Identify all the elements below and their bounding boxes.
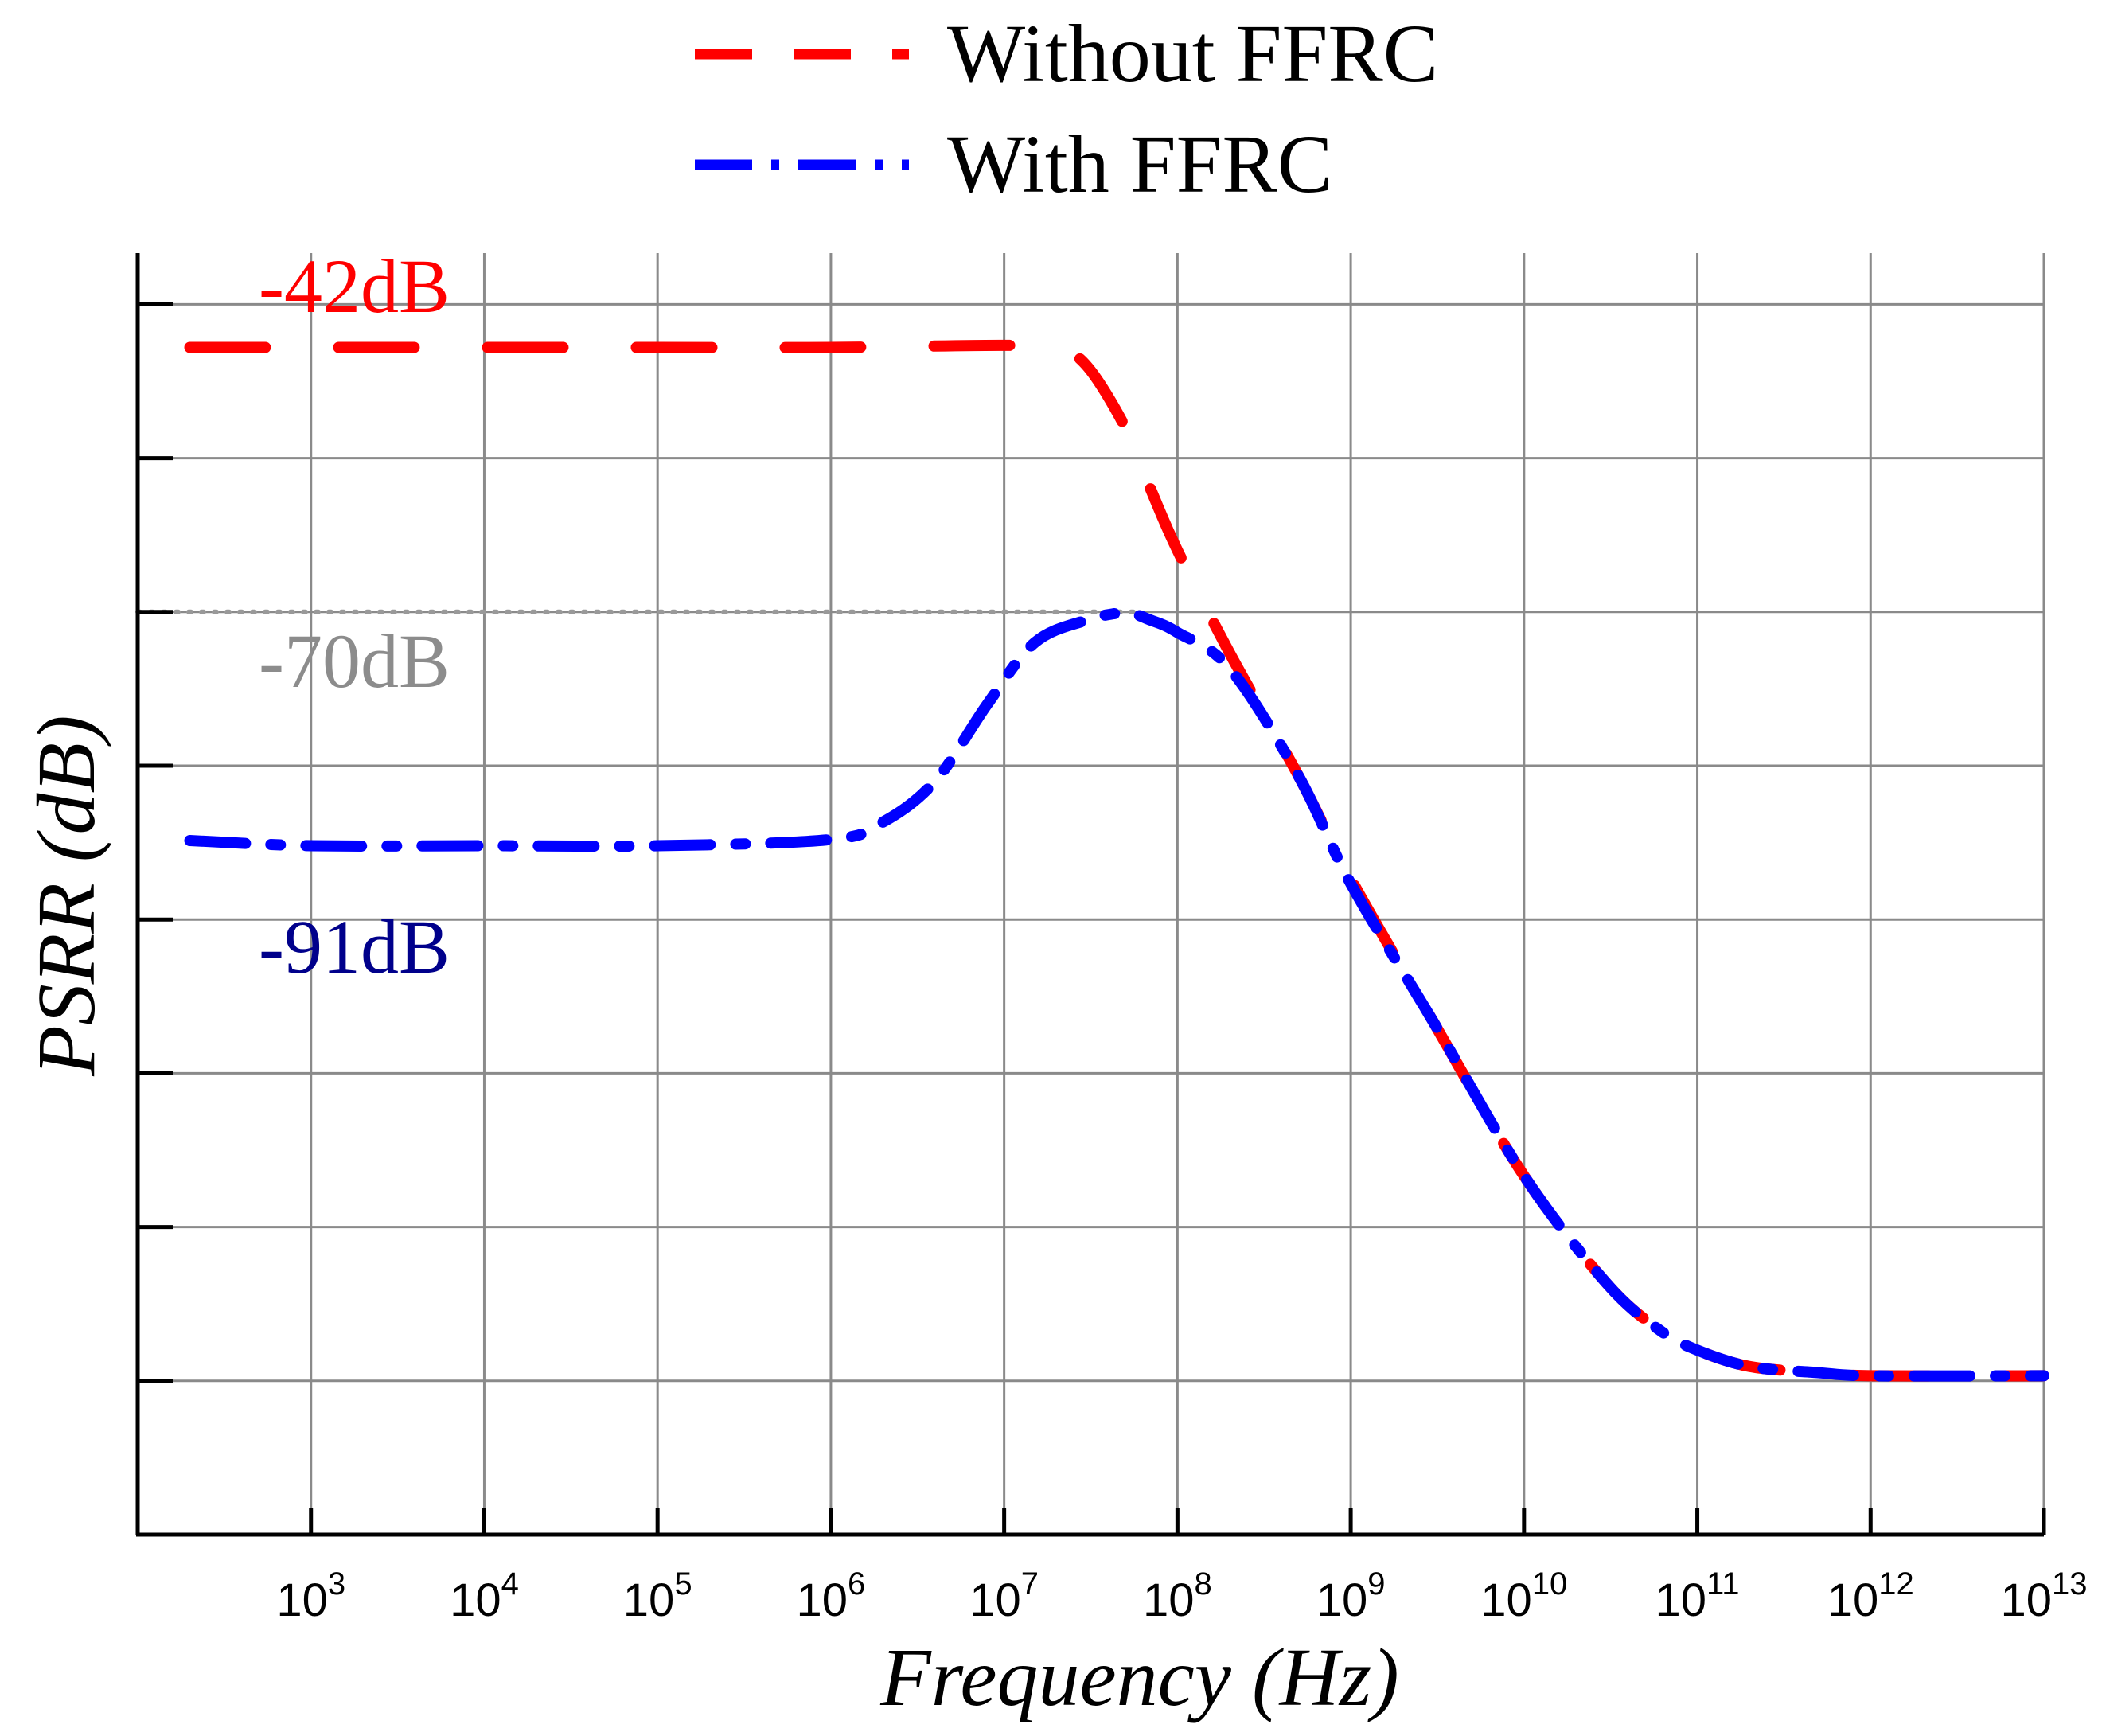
x-tick-label: 108 — [1143, 1566, 1212, 1626]
legend: Without FFRC With FFRC — [695, 8, 1438, 210]
x-tick-label: 107 — [969, 1566, 1039, 1626]
x-tick-label: 1010 — [1480, 1566, 1567, 1626]
series-line-without-ffrc — [184, 339, 2049, 1382]
x-tick-label: 105 — [623, 1566, 692, 1626]
grid — [138, 253, 2045, 1535]
x-tick-label: 109 — [1316, 1566, 1386, 1626]
y-axis-label: PSRR (dB) — [21, 715, 112, 1076]
axes — [135, 253, 2046, 1537]
series-line-with-ffrc — [184, 607, 2049, 1382]
x-axis-label: Frequency (Hz) — [879, 1632, 1399, 1723]
series-layer — [184, 339, 2049, 1382]
annotation-label: -42dB — [259, 244, 450, 329]
x-tick-label: 106 — [797, 1566, 866, 1626]
annotations: -42dB -70dB -91dB — [259, 244, 450, 989]
x-tick-labels: 103 104 105 106 107 108 109 1010 1011 1012 1013 — [276, 1566, 2087, 1626]
legend-label: Without FFRC — [947, 8, 1438, 99]
annotation-label: -91dB — [259, 904, 450, 989]
x-tick-label: 1012 — [1827, 1566, 1914, 1626]
legend-label: With FFRC — [947, 119, 1332, 210]
x-tick-label: 1011 — [1655, 1566, 1740, 1626]
x-tick-label: 104 — [450, 1566, 519, 1626]
annotation-label: -70dB — [259, 618, 450, 704]
x-tick-label: 103 — [276, 1566, 345, 1626]
x-tick-label: 1013 — [2000, 1566, 2087, 1626]
